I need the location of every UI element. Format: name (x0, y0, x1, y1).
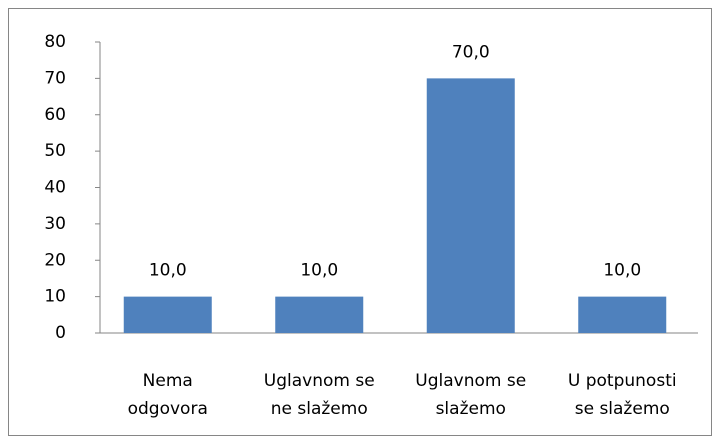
chart-border (8, 8, 712, 436)
value-label: 10,0 (149, 261, 187, 281)
bar (426, 78, 515, 333)
bar (578, 296, 667, 333)
x-tick-label: U potpunosti (568, 371, 677, 391)
value-label: 10,0 (300, 261, 338, 281)
y-tick-label: 10 (44, 287, 66, 307)
x-tick-label: ne slažemo (271, 399, 368, 419)
y-tick-label: 30 (44, 214, 66, 234)
bar (123, 296, 212, 333)
y-tick-label: 70 (44, 68, 66, 88)
x-tick-label: odgovora (128, 399, 208, 419)
x-tick-label: se slažemo (575, 399, 670, 419)
value-label: 10,0 (603, 261, 641, 281)
bar (275, 296, 364, 333)
x-tick-label: Nema (143, 371, 193, 391)
x-tick-label: Uglavnom se (415, 371, 526, 391)
x-tick-label: Uglavnom se (264, 371, 375, 391)
y-tick-label: 60 (44, 105, 66, 125)
y-tick-label: 80 (44, 32, 66, 52)
y-tick-label: 20 (44, 250, 66, 270)
y-tick-label: 0 (55, 323, 66, 343)
x-tick-label: slažemo (436, 399, 506, 419)
value-label: 70,0 (452, 42, 490, 62)
y-tick-label: 50 (44, 141, 66, 161)
y-tick-label: 40 (44, 178, 66, 198)
